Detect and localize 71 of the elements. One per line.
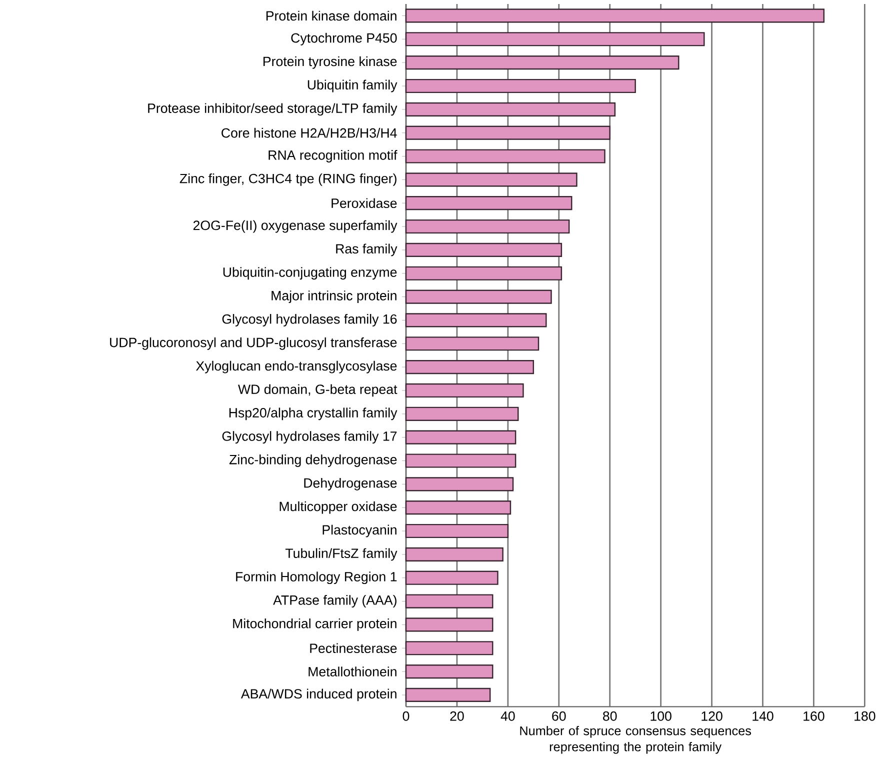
y-tick-label: Peroxidase [332, 198, 397, 208]
y-tick-label: Cytochrome P450 [291, 32, 397, 46]
x-tick-label: 80 [603, 711, 617, 721]
bar [405, 313, 547, 328]
y-tick-label: Zinc-binding dehydrogenase [229, 454, 397, 467]
bar [405, 688, 491, 702]
y-tick-label: Ras family [336, 244, 398, 256]
y-tick-label: Zinc finger, C3HC4 tpe (RING finger) [180, 173, 396, 186]
bar [405, 196, 572, 210]
bar [405, 570, 498, 585]
x-tick-label: 20 [450, 711, 464, 721]
y-tick-label: Glycosyl hydrolases family 16 [222, 314, 397, 326]
y-tick-label: Major intrinsic protein [272, 290, 396, 303]
x-tick-label: 60 [552, 711, 566, 721]
x-tick-label: 160 [804, 711, 824, 721]
bar [405, 266, 562, 280]
bar [405, 126, 610, 140]
bar [405, 618, 494, 632]
bar [405, 8, 824, 23]
x-tick-label: 120 [702, 711, 722, 721]
x-tick-label: 40 [500, 711, 515, 721]
y-tick-label: Ubiquitin-conjugating enzyme [223, 267, 397, 280]
bar [405, 454, 516, 468]
bar [405, 78, 636, 94]
bar [405, 500, 512, 515]
y-tick-label: Protein tyrosine kinase [263, 56, 397, 69]
y-tick-label: Formin Homology Region 1 [236, 572, 397, 584]
x-axis-title: Number of spruce consensus sequences representing the protein family [520, 726, 752, 754]
y-tick-label: Xyloglucan endo-transglycosylase [196, 360, 397, 374]
y-tick-label: Mitochondrial carrier protein [233, 618, 396, 631]
y-tick-label: RNA recognition motif [268, 150, 398, 162]
bar [405, 383, 524, 398]
x-tick-label: 180 [854, 711, 876, 721]
y-tick-label: Core histone H2A/H2B/H3/H4 [222, 128, 397, 138]
y-tick-label: ATPase family (AAA) [273, 595, 396, 608]
bar [405, 547, 504, 562]
bar [405, 290, 552, 304]
y-tick-label: Protease inhibitor/seed storage/LTP family [148, 103, 398, 116]
y-tick-label: UDP-glucoronosyl and UDP-glucosyl transferase [110, 337, 397, 350]
bar [405, 594, 494, 608]
y-tick-label: Protein kinase domain [266, 10, 396, 21]
y-tick-label: Multicopper oxidase [280, 501, 397, 514]
bar [405, 336, 540, 351]
bar [405, 149, 606, 164]
y-tick-label: Pectinesterase [310, 643, 397, 654]
x-tick-label: 0 [402, 711, 410, 721]
y-tick-label: 2OG-Fe(II) oxygenase superfamily [193, 220, 398, 233]
bar [405, 242, 562, 257]
y-tick-label: Hsp20/alpha crystallin family [229, 408, 398, 420]
bar [405, 430, 516, 444]
bar [405, 32, 705, 46]
y-tick-label: ABA/WDS induced protein [240, 688, 396, 702]
y-tick-label: Metallothionein [308, 666, 396, 676]
bar [405, 360, 534, 374]
bar [405, 219, 570, 234]
x-tick-label: 140 [752, 711, 774, 721]
x-tick-label: 100 [650, 711, 672, 721]
y-tick-label: Dehydrogenase [304, 478, 397, 490]
bar [405, 406, 519, 421]
y-tick-label: WD domain, G-beta repeat [238, 384, 398, 397]
y-tick-label: Tubulin/FtsZ family [285, 548, 398, 561]
y-tick-label: Ubiquitin family [308, 80, 398, 92]
bar [405, 477, 514, 492]
bar [405, 102, 616, 116]
bar [405, 172, 578, 187]
y-tick-label: Glycosyl hydrolases family 17 [222, 431, 397, 444]
y-tick-label: Plastocyanin [322, 524, 396, 538]
bar [405, 524, 509, 538]
bar [405, 641, 494, 656]
bar [405, 664, 494, 679]
bar [405, 56, 680, 70]
